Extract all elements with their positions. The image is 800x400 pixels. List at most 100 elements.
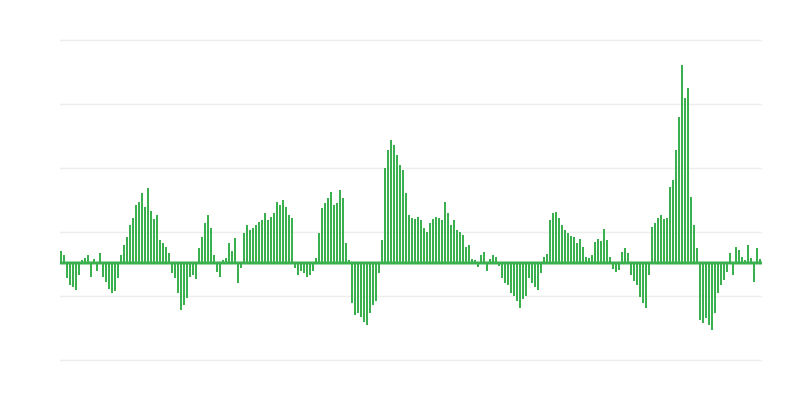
bar <box>693 225 695 263</box>
bar <box>141 193 143 263</box>
bar <box>684 98 686 263</box>
bar <box>204 223 206 263</box>
bar <box>138 202 140 263</box>
bar <box>387 150 389 263</box>
bar <box>309 263 311 275</box>
bar <box>168 253 170 263</box>
bar <box>672 180 674 263</box>
bar <box>90 263 92 277</box>
bar <box>504 263 506 283</box>
bar <box>624 248 626 263</box>
bar <box>234 238 236 263</box>
bar <box>315 258 317 263</box>
bar <box>663 219 665 263</box>
bar <box>144 207 146 263</box>
bar <box>162 243 164 263</box>
bar <box>87 255 89 263</box>
bar <box>318 233 320 263</box>
bar <box>528 263 530 278</box>
bar <box>417 217 419 263</box>
bar <box>216 263 218 272</box>
bar <box>483 252 485 263</box>
bar <box>405 193 407 263</box>
bar <box>111 263 113 293</box>
bar <box>171 263 173 273</box>
bar <box>558 218 560 263</box>
bar <box>444 202 446 263</box>
bar <box>156 215 158 263</box>
bar <box>147 188 149 263</box>
bar <box>360 263 362 317</box>
bar <box>384 168 386 263</box>
bar <box>492 255 494 263</box>
bar <box>240 263 242 268</box>
bar <box>471 259 473 263</box>
bar <box>750 258 752 263</box>
bar <box>720 263 722 285</box>
bar <box>747 245 749 263</box>
bar <box>165 247 167 263</box>
bar <box>291 218 293 263</box>
bar <box>294 263 296 268</box>
bar <box>531 263 533 283</box>
bar <box>660 215 662 263</box>
bar <box>210 228 212 263</box>
bar <box>336 203 338 263</box>
bar <box>594 242 596 263</box>
bar <box>699 263 701 320</box>
bar <box>675 150 677 263</box>
bar <box>633 263 635 281</box>
bar <box>327 198 329 263</box>
bar <box>117 263 119 278</box>
bar <box>522 263 524 299</box>
bar <box>426 232 428 263</box>
bar <box>375 263 377 301</box>
bar <box>540 263 542 273</box>
bar <box>270 217 272 263</box>
bar <box>237 263 239 283</box>
bar <box>183 263 185 305</box>
bar <box>687 88 689 263</box>
bar <box>615 263 617 272</box>
bar <box>96 263 98 271</box>
bar <box>546 254 548 263</box>
bar <box>486 263 488 271</box>
bar <box>282 200 284 263</box>
bar <box>108 263 110 289</box>
bar <box>453 220 455 263</box>
bar <box>297 263 299 275</box>
bar <box>258 222 260 263</box>
bar <box>525 263 527 296</box>
bar <box>714 263 716 313</box>
bar <box>102 263 104 277</box>
bar <box>576 243 578 263</box>
bar <box>150 211 152 263</box>
bar <box>228 243 230 263</box>
bar <box>477 263 479 267</box>
bar <box>741 257 743 263</box>
bar <box>549 220 551 263</box>
bar <box>159 240 161 263</box>
bar <box>288 215 290 263</box>
bar <box>66 263 68 278</box>
bar <box>732 263 734 275</box>
bar <box>447 213 449 263</box>
bar <box>114 263 116 291</box>
bar <box>711 263 713 330</box>
bar <box>606 240 608 263</box>
bar <box>321 208 323 263</box>
bar <box>468 245 470 263</box>
bar <box>435 217 437 263</box>
bar <box>348 260 350 263</box>
bar <box>201 237 203 263</box>
bar <box>285 207 287 263</box>
bar <box>372 263 374 305</box>
bar <box>72 263 74 287</box>
bar <box>69 263 71 285</box>
bar <box>717 263 719 293</box>
bar <box>126 237 128 263</box>
bar <box>342 198 344 263</box>
bar <box>585 257 587 263</box>
